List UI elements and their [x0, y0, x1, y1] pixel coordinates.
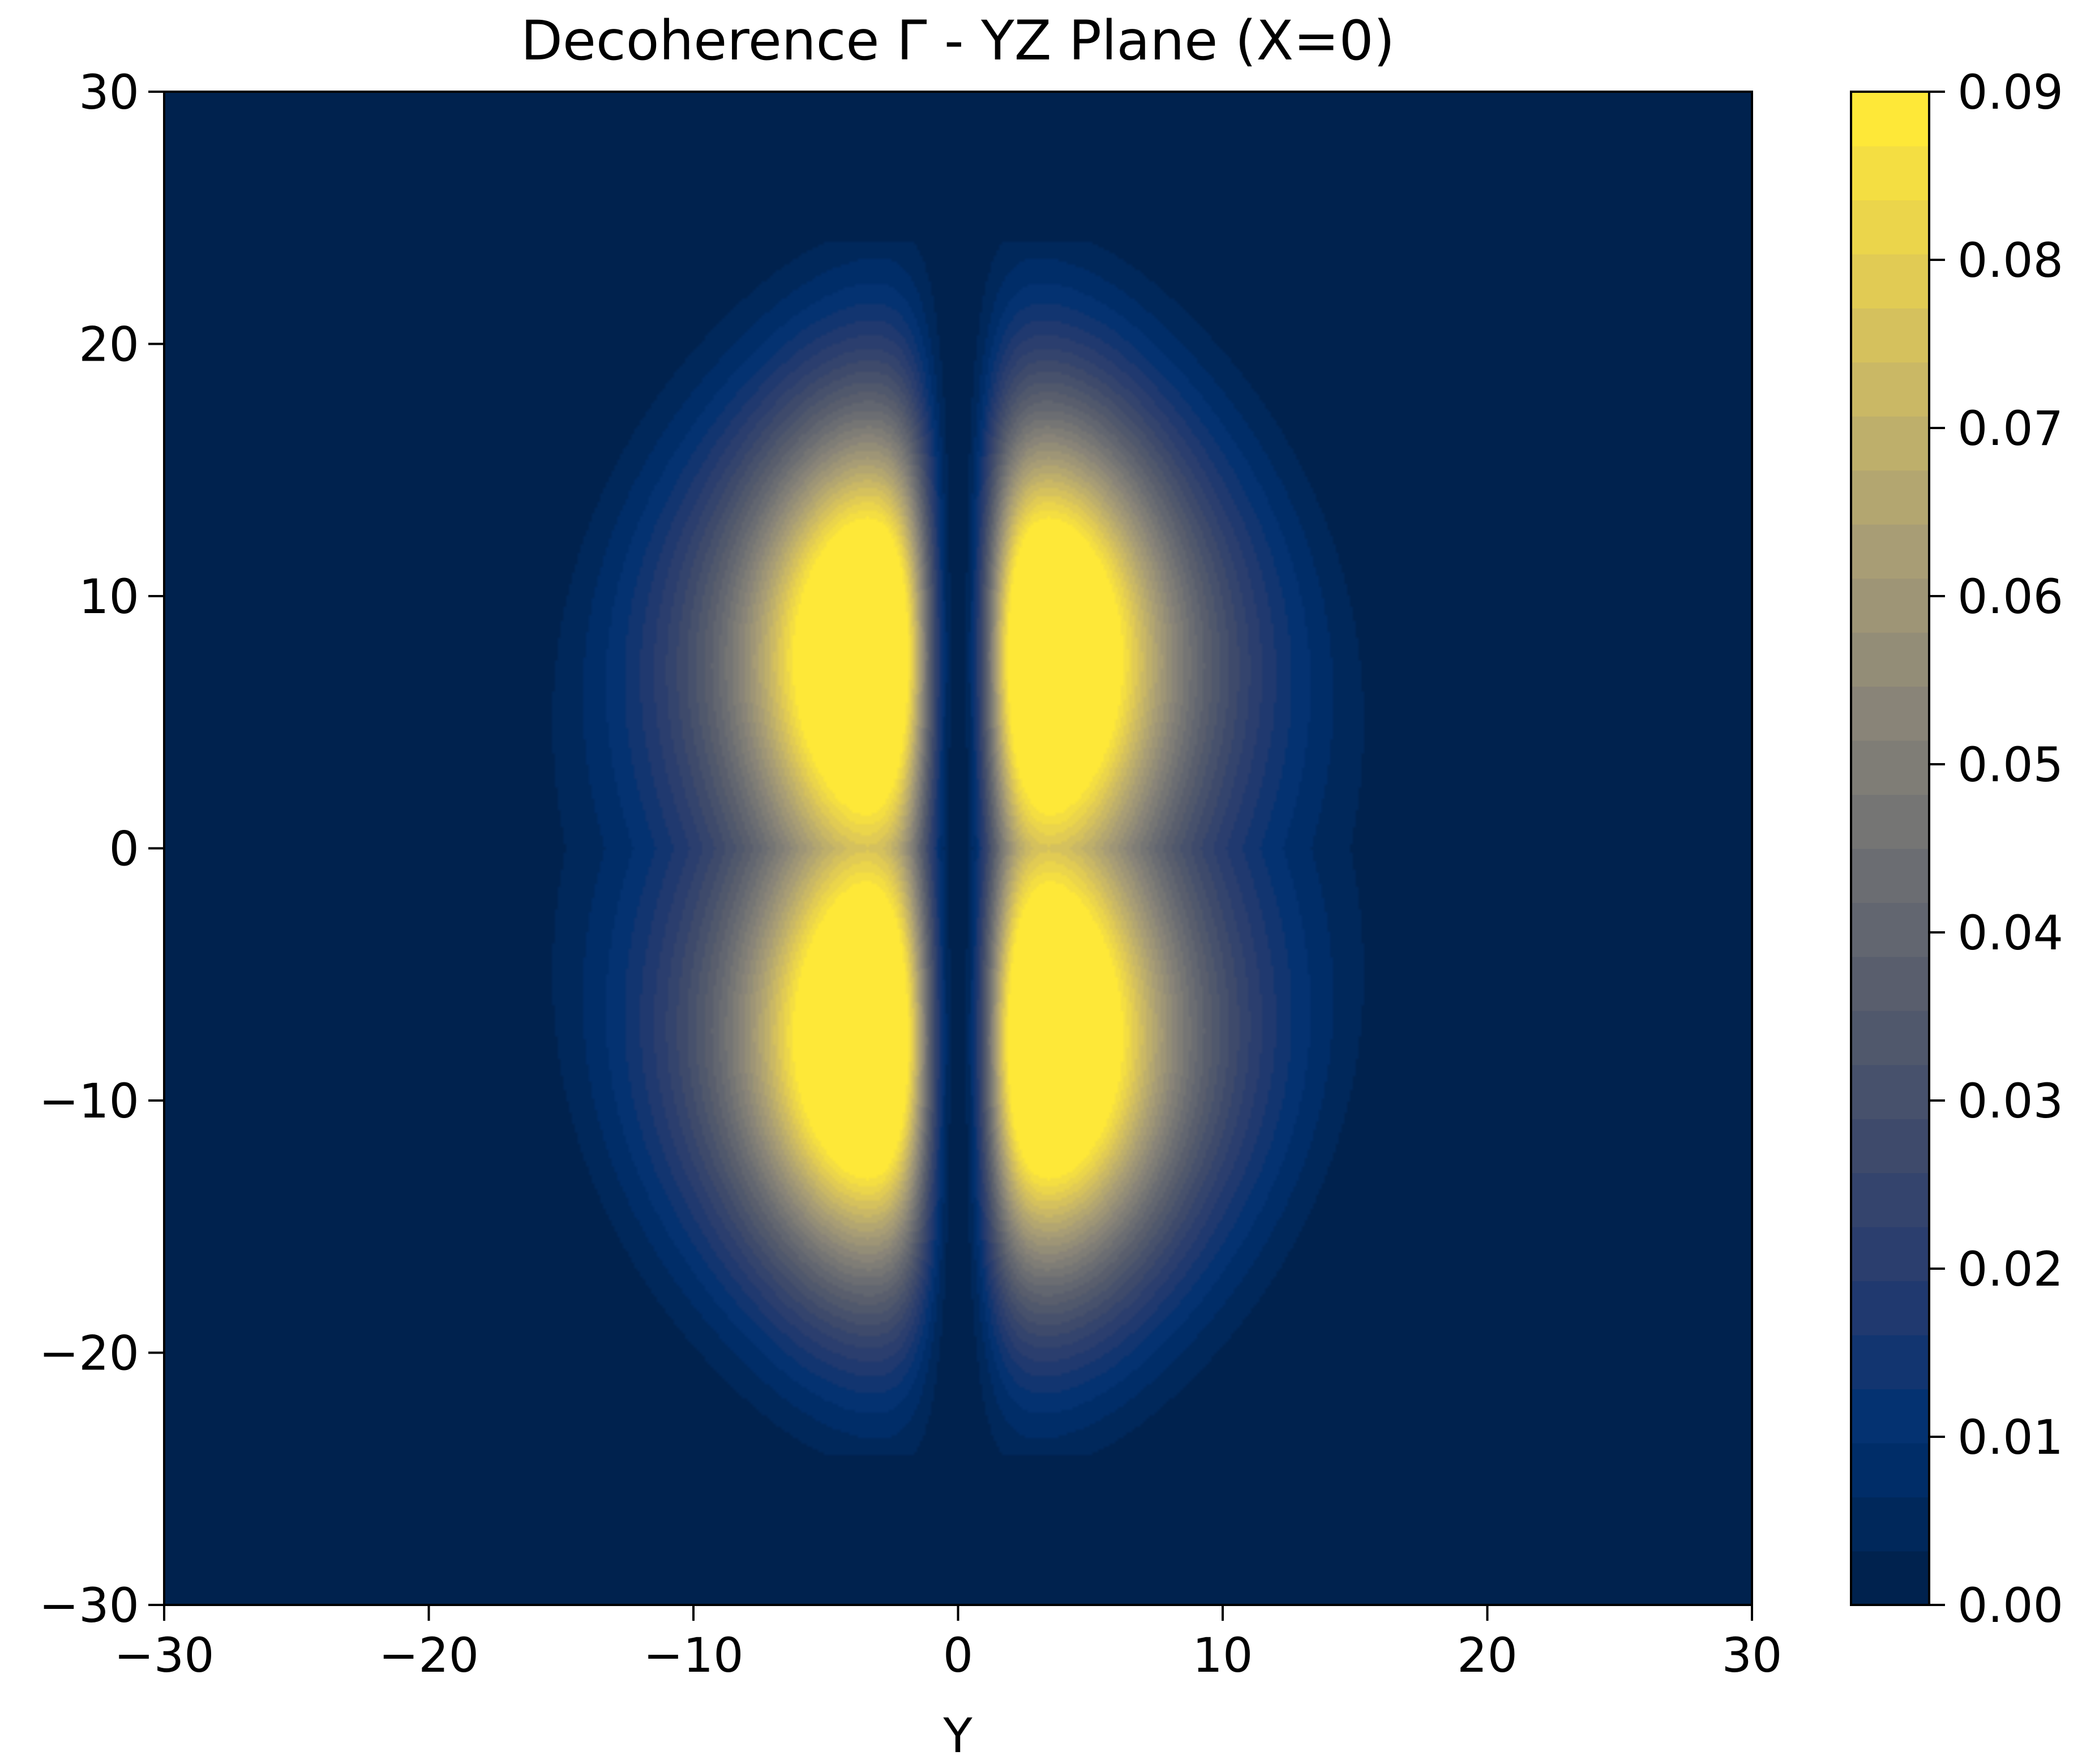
x-axis-label: Y	[942, 1708, 972, 1763]
colorbar-frame	[1850, 91, 1930, 1606]
colorbar-band	[1851, 362, 1929, 417]
y-tick-label: −20	[39, 1326, 139, 1381]
colorbar-band	[1851, 199, 1929, 255]
x-tick-label: 20	[1457, 1628, 1518, 1683]
colorbar-band	[1851, 578, 1929, 633]
heatmap-plot-area	[163, 91, 1753, 1606]
colorbar-band	[1851, 1497, 1929, 1552]
colorbar-tick-label: 0.04	[1957, 905, 2063, 961]
colorbar-tick-label: 0.06	[1957, 569, 2063, 624]
y-tick-label: 20	[79, 317, 139, 373]
x-tick-label: −20	[379, 1628, 479, 1683]
colorbar-band	[1851, 902, 1929, 957]
y-tick-label: 30	[79, 65, 139, 120]
colorbar-band	[1851, 686, 1929, 741]
colorbar-band	[1851, 956, 1929, 1011]
colorbar-band	[1851, 1334, 1929, 1390]
colorbar-band	[1851, 1064, 1929, 1119]
colorbar: 0.09 0.08 0.07 0.06 0.05 0.04 0.03 0.02 0.01 0.00	[1850, 65, 2063, 1633]
colorbar-band	[1851, 92, 1929, 147]
colorbar-band	[1851, 470, 1929, 525]
y-tick-label: −30	[39, 1578, 139, 1633]
colorbar-gradient	[1851, 92, 1929, 1605]
y-tick-label: −10	[39, 1073, 139, 1129]
colorbar-band	[1851, 740, 1929, 795]
colorbar-band	[1851, 848, 1929, 903]
colorbar-tick-label: 0.08	[1957, 233, 2063, 288]
x-tick-label: 10	[1193, 1628, 1253, 1683]
colorbar-band	[1851, 1551, 1929, 1605]
colorbar-band	[1851, 254, 1929, 309]
colorbar-ticks: 0.09 0.08 0.07 0.06 0.05 0.04 0.03 0.02 0.01 0.00	[1929, 65, 2063, 1633]
colorbar-band	[1851, 1118, 1929, 1174]
colorbar-tick-label: 0.05	[1957, 737, 2063, 793]
colorbar-tick-label: 0.01	[1957, 1410, 2063, 1465]
colorbar-band	[1851, 632, 1929, 687]
colorbar-band	[1851, 1442, 1929, 1498]
x-tick-label: −30	[114, 1628, 214, 1683]
colorbar-band	[1851, 1226, 1929, 1282]
y-tick-label: 10	[79, 569, 139, 624]
colorbar-band	[1851, 145, 1929, 200]
colorbar-band	[1851, 1010, 1929, 1065]
colorbar-band	[1851, 794, 1929, 849]
x-tick-label: 0	[943, 1628, 973, 1683]
colorbar-band	[1851, 307, 1929, 363]
colorbar-band	[1851, 524, 1929, 579]
colorbar-band	[1851, 416, 1929, 471]
x-axis: −30 −20 −10 0 10 20 30	[114, 1605, 1782, 1683]
chart-title: Decoherence Γ - YZ Plane (X=0)	[521, 9, 1395, 72]
y-axis: 30 20 10 0 −10 −20 −30	[39, 65, 164, 1633]
colorbar-tick-label: 0.00	[1957, 1578, 2063, 1633]
heatmap-image	[164, 92, 1752, 1605]
colorbar-tick-label: 0.07	[1957, 401, 2063, 456]
colorbar-band	[1851, 1281, 1929, 1335]
colorbar-band	[1851, 1172, 1929, 1227]
x-tick-label: 30	[1722, 1628, 1783, 1683]
colorbar-tick-label: 0.02	[1957, 1241, 2063, 1297]
colorbar-band	[1851, 1389, 1929, 1444]
colorbar-tick-label: 0.09	[1957, 65, 2063, 120]
x-tick-label: −10	[643, 1628, 743, 1683]
colorbar-tick-label: 0.03	[1957, 1073, 2063, 1129]
y-tick-label: 0	[109, 821, 139, 877]
